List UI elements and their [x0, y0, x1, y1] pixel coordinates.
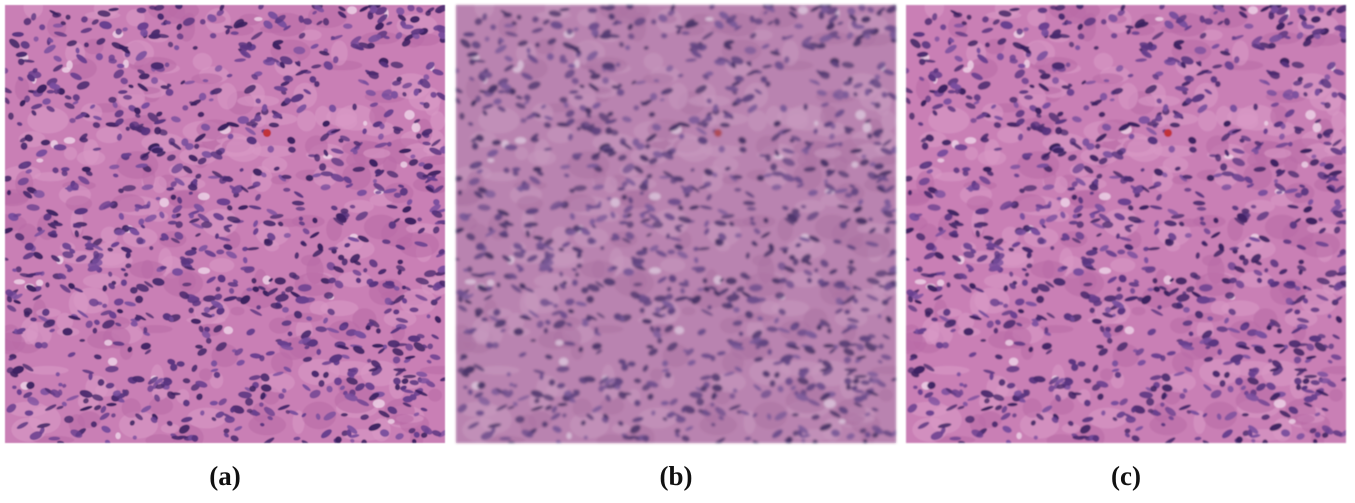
panel-label: (b) — [660, 461, 693, 491]
panel-label: (c) — [1111, 461, 1141, 491]
panel: (c) — [886, 0, 1355, 491]
panel-label: (a) — [209, 461, 240, 491]
panel: (b) — [436, 0, 914, 491]
panel: (a) — [0, 0, 463, 491]
panels: (a) (b) (c) — [0, 0, 1355, 491]
image-tint — [456, 5, 896, 443]
histology-image — [886, 0, 1355, 451]
histology-image — [0, 0, 463, 451]
